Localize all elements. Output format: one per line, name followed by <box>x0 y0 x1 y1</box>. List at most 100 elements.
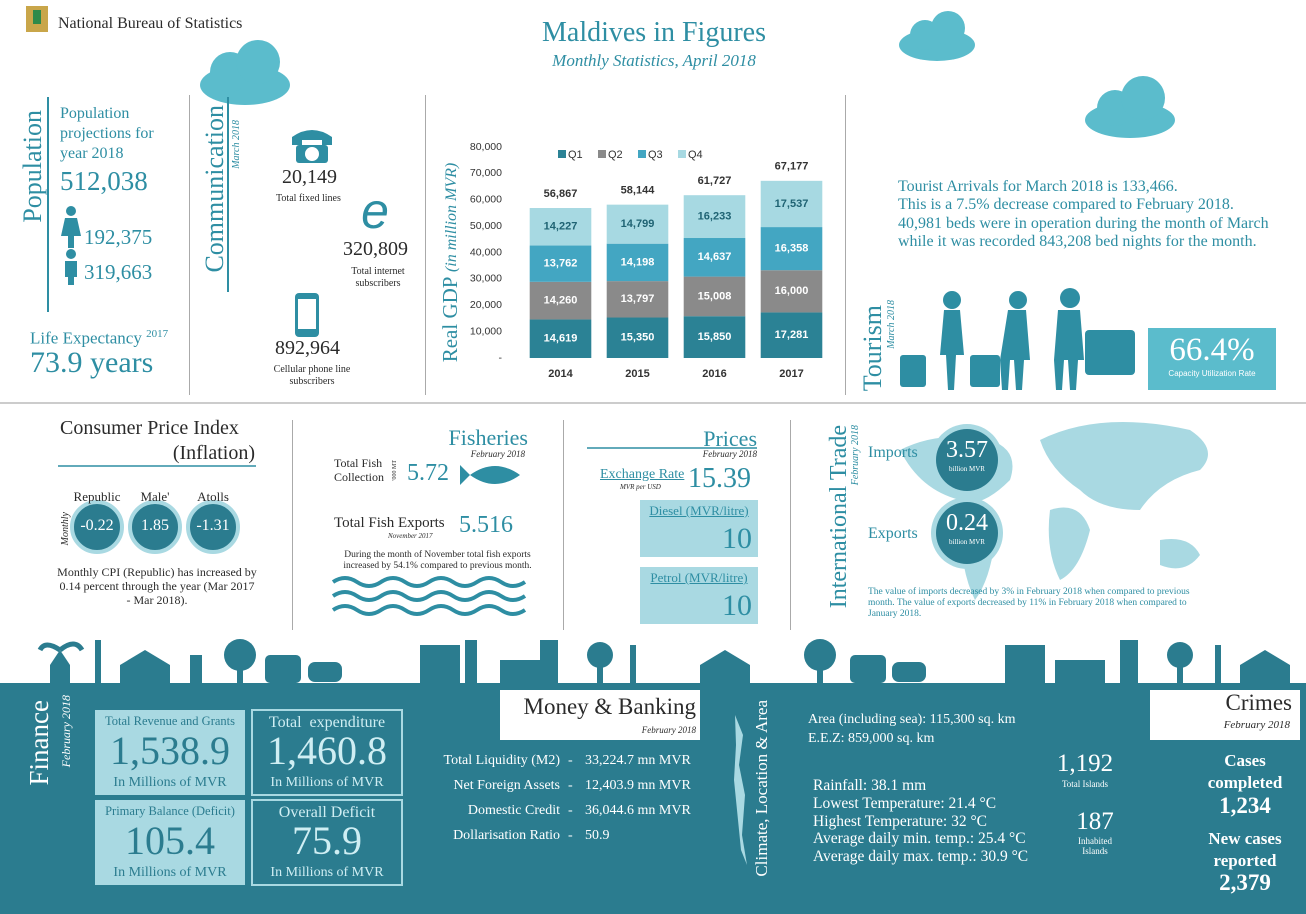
banking-label: Dollarisation Ratio <box>453 828 560 843</box>
shape <box>940 310 964 390</box>
shape <box>292 130 332 145</box>
banking-label: Domestic Credit <box>467 803 560 818</box>
legend-swatch <box>598 150 606 158</box>
shape <box>1148 328 1276 390</box>
shape <box>970 355 1000 387</box>
total-label: 61,727 <box>698 175 732 187</box>
segment-label: 17,537 <box>775 198 809 210</box>
shape <box>734 715 747 865</box>
shape <box>790 420 791 630</box>
shape <box>251 709 403 886</box>
exports-label: Exports <box>868 525 918 542</box>
bar-segment <box>760 227 823 271</box>
segment-label: 15,350 <box>621 332 655 344</box>
shape <box>1048 507 1090 580</box>
finance-title: Finance <box>24 700 54 786</box>
weather-line: Average daily min. temp.: 25.4 °C <box>813 830 1026 848</box>
male-population: 319,663 <box>84 260 153 284</box>
imports-unit: billion MVR <box>949 465 985 473</box>
shape <box>308 662 342 682</box>
shape <box>65 261 77 285</box>
finance-label: Overall Deficit <box>278 804 376 821</box>
shape <box>892 662 926 682</box>
shape <box>37 641 85 653</box>
communication-period: March 2018 <box>231 120 242 169</box>
segment-label: 14,260 <box>544 295 578 307</box>
shape <box>47 97 49 312</box>
y-tick-label: 70,000 <box>470 167 502 179</box>
shape <box>734 715 747 865</box>
eez: E.E.Z: 859,000 sq. km <box>808 731 935 746</box>
shape <box>1000 310 1030 390</box>
diesel: 10 <box>722 522 752 555</box>
segment-label: 14,799 <box>621 218 655 230</box>
shape <box>420 645 460 685</box>
shape <box>331 576 527 588</box>
fish-exports: 5.516 <box>459 512 513 538</box>
shape <box>540 640 558 685</box>
capacity: 66.4% <box>1169 332 1255 368</box>
weather-line: Rainfall: 38.1 mm <box>813 777 927 794</box>
finance-value: 1,538.9 <box>110 728 230 773</box>
total-label: 58,144 <box>621 185 656 197</box>
tourism-text: Tourist Arrivals for March 2018 is 133,4… <box>898 178 1269 252</box>
shape <box>936 429 998 491</box>
y-axis-label: Real GDP (in million MVR) <box>438 163 462 363</box>
title: Maldives in Figures <box>542 17 766 48</box>
finance-unit: In Millions of MVR <box>113 775 227 790</box>
shape <box>640 500 758 557</box>
shape <box>587 642 613 668</box>
cellular-label: Cellular phone line subscribers <box>273 364 351 387</box>
internet-subscribers: 320,809 <box>343 238 408 260</box>
y-tick-label: 10,000 <box>470 325 502 337</box>
x-tick-label: 2016 <box>702 368 726 380</box>
bar-segment <box>606 204 669 244</box>
inhabited-islands: 187 <box>1076 808 1114 835</box>
petrol-label: Petrol (MVR/litre) <box>650 570 748 585</box>
shape <box>460 465 520 485</box>
legend-swatch <box>678 150 686 158</box>
shape <box>200 11 1175 138</box>
cpi-region: Atolls <box>197 489 229 504</box>
finance-unit: In Millions of MVR <box>270 775 384 790</box>
tourism-period: March 2018 <box>886 300 897 349</box>
shape <box>236 40 280 84</box>
shape <box>227 97 229 292</box>
shape <box>900 288 1135 390</box>
cpi-frequency: Monthly <box>60 512 71 546</box>
cellular-subscribers: 892,964 <box>275 337 340 359</box>
exchange-label: Exchange Rate <box>600 467 685 482</box>
tourism-line: 40,981 beds were in operation during the… <box>898 214 1269 232</box>
weather: Rainfall: 38.1 mm Lowest Temperature: 21.… <box>813 777 1028 866</box>
segment-label: 13,762 <box>544 258 578 270</box>
shape <box>1150 701 1174 725</box>
shape <box>128 500 182 554</box>
shape <box>630 645 636 685</box>
bar-segment <box>683 316 746 358</box>
life-expectancy-year: 2017 <box>146 328 169 340</box>
crimes-period: February 2018 <box>1223 719 1290 731</box>
shape <box>66 249 76 259</box>
x-tick-label: 2014 <box>548 368 573 380</box>
capacity-label: Capacity Utilization Rate <box>1168 369 1256 378</box>
shape <box>900 355 926 387</box>
shape <box>700 650 750 685</box>
finance-value: 75.9 <box>292 818 362 863</box>
banking-value: 33,224.7 mn MVR <box>585 753 691 768</box>
exports-unit: billion MVR <box>949 538 985 546</box>
bar-segment <box>760 180 823 228</box>
legend-label: Q4 <box>688 149 703 161</box>
shape: Life Expectancy 2017 <box>30 328 168 348</box>
communication-icons: e <box>292 130 389 337</box>
shape <box>224 639 256 671</box>
banking-separator: - <box>568 828 573 843</box>
legend-label: Q2 <box>608 149 623 161</box>
collection: 5.72 <box>407 460 449 486</box>
tourism-line: Tourist Arrivals for March 2018 is 133,4… <box>898 178 1178 195</box>
area: Area (including sea): 115,300 sq. km <box>808 712 1016 727</box>
shape <box>61 206 81 285</box>
shape <box>331 576 527 616</box>
shape <box>597 660 603 685</box>
weather-line: Average daily max. temp.: 30.9 °C <box>813 848 1029 866</box>
bar-segment <box>683 195 746 239</box>
